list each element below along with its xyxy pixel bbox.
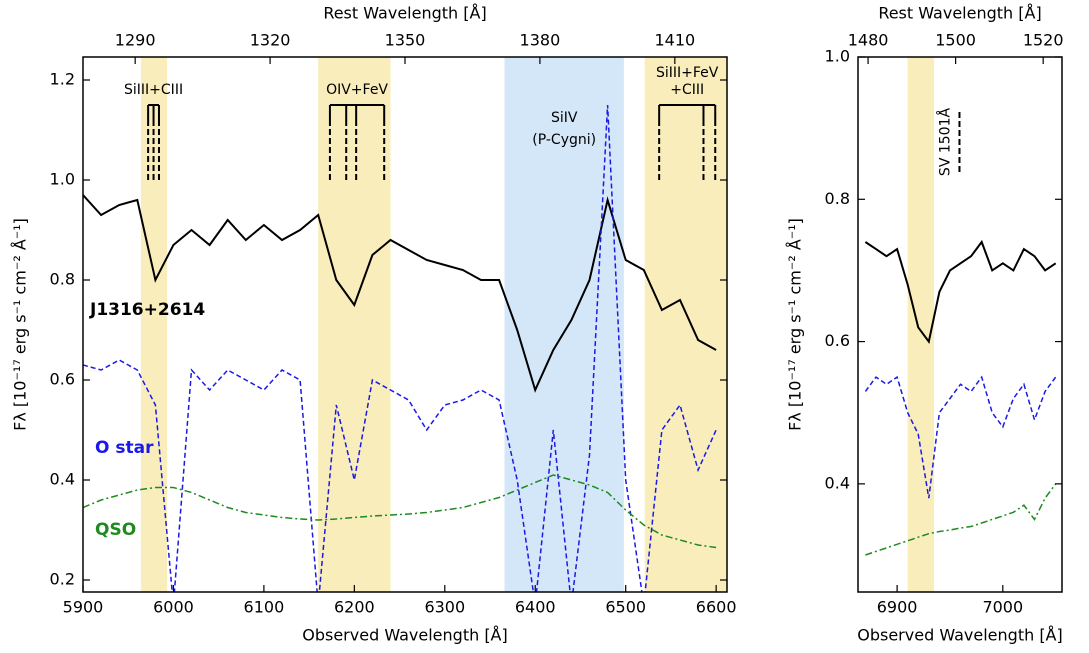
x2-tick-label: 1500 xyxy=(935,31,976,50)
marker-label: SV 1501Å xyxy=(936,108,953,177)
x-tick-label: 6600 xyxy=(696,598,737,617)
series-label: O star xyxy=(95,438,154,458)
y-tick-label: 1.2 xyxy=(50,70,75,89)
region-label: (P-Cygni) xyxy=(532,132,596,148)
x-tick-label: 6200 xyxy=(334,598,375,617)
x-tick-label: 6100 xyxy=(244,598,285,617)
x2-axis-label: Rest Wavelength [Å] xyxy=(323,4,486,23)
series-label: QSO xyxy=(95,520,136,540)
x-tick-label: 7000 xyxy=(982,598,1023,617)
series-label: J1316+2614 xyxy=(89,300,205,320)
x2-tick-label: 1480 xyxy=(848,31,889,50)
y-tick-label: 1.0 xyxy=(50,170,75,189)
x-axis-label: Observed Wavelength [Å] xyxy=(302,626,508,645)
marker-label: OIV+FeV xyxy=(326,82,388,98)
x-tick-label: 6400 xyxy=(515,598,556,617)
x2-tick-label: 1290 xyxy=(115,31,156,50)
plot-frame xyxy=(857,56,1063,593)
y-tick-label: 0.2 xyxy=(50,570,75,589)
x-tick-label: 6900 xyxy=(877,598,918,617)
shaded-region xyxy=(907,57,935,592)
shaded-region xyxy=(140,57,168,592)
marker-label: SiIII+CIII xyxy=(124,82,183,98)
plot-area xyxy=(83,57,727,592)
x-tick-label: 6000 xyxy=(153,598,194,617)
x-tick-label: 5900 xyxy=(63,598,104,617)
x2-tick-label: 1380 xyxy=(520,31,561,50)
y-tick-label: 0.4 xyxy=(50,470,75,489)
plot-area xyxy=(864,57,1057,592)
x-tick-label: 6500 xyxy=(605,598,646,617)
shaded-region xyxy=(644,57,727,592)
y-tick-label: 0.6 xyxy=(825,331,850,350)
y-tick-label: 0.8 xyxy=(50,270,75,289)
x2-tick-label: 1350 xyxy=(385,31,426,50)
y-tick-label: 0.4 xyxy=(825,473,850,492)
x2-tick-label: 1520 xyxy=(1023,31,1064,50)
y-tick-label: 0.8 xyxy=(825,189,850,208)
shaded-region xyxy=(318,57,391,592)
marker-label: +CIII xyxy=(670,82,704,98)
marker-label: SiIII+FeV xyxy=(656,65,719,81)
x2-tick-label: 1320 xyxy=(250,31,291,50)
y-tick-label: 1.0 xyxy=(825,47,850,66)
spectrum-line xyxy=(83,104,717,592)
x2-tick-label: 1410 xyxy=(654,31,695,50)
shaded-region xyxy=(504,57,624,592)
x-tick-label: 6300 xyxy=(424,598,465,617)
y-axis-label: Fλ [10⁻¹⁷ erg s⁻¹ cm⁻² Å⁻¹] xyxy=(11,218,30,431)
spectrum-line xyxy=(864,375,1057,499)
region-label: SiIV xyxy=(551,110,578,126)
spectrum-line xyxy=(864,239,1057,344)
spectrum-line xyxy=(83,194,717,393)
y-axis-label: Fλ [10⁻¹⁷ erg s⁻¹ cm⁻² Å⁻¹] xyxy=(786,218,805,431)
x2-axis-label: Rest Wavelength [Å] xyxy=(878,4,1041,23)
spectrum-line xyxy=(865,483,1057,556)
y-tick-label: 0.6 xyxy=(50,370,75,389)
spectrum-line xyxy=(83,474,717,549)
x-axis-label: Observed Wavelength [Å] xyxy=(857,626,1063,645)
